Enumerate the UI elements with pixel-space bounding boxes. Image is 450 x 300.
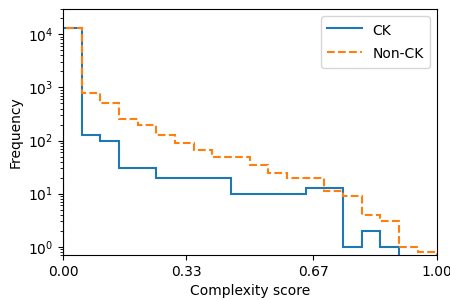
- Y-axis label: Frequency: Frequency: [9, 96, 22, 168]
- X-axis label: Complexity score: Complexity score: [189, 284, 310, 298]
- Legend: CK, Non-CK: CK, Non-CK: [321, 16, 430, 68]
